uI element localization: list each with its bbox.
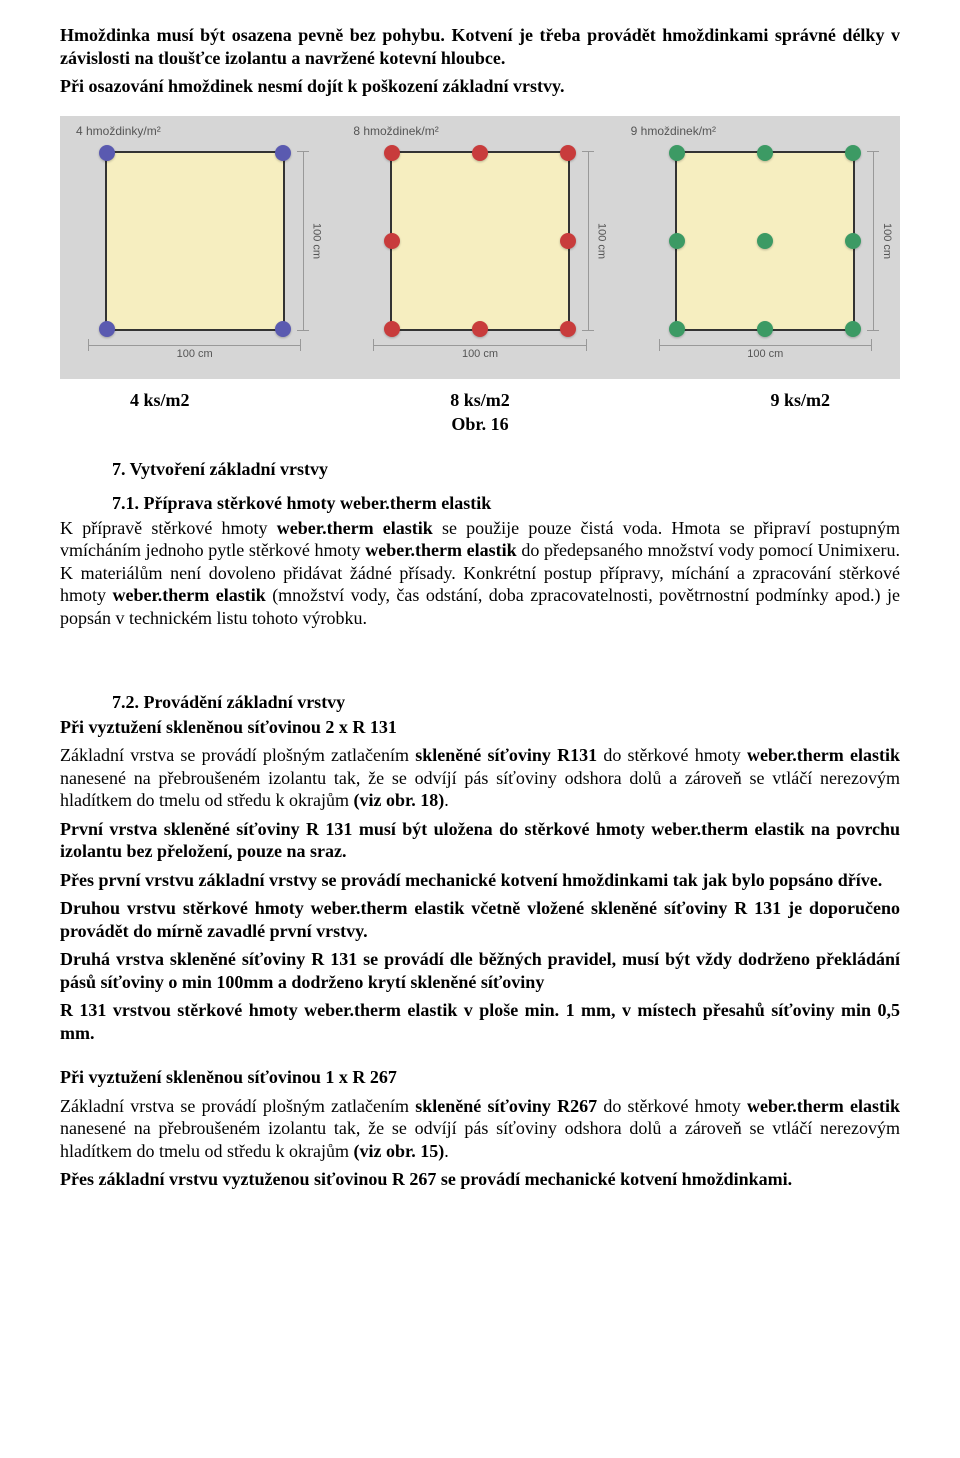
anchors-diagram: 4 hmoždinky/m² 8 hmoždinek/m² 9 hmoždine… [60, 116, 900, 379]
diagram-square-1 [105, 151, 285, 331]
diagram-panel-2: 100 cm 100 cm [349, 141, 610, 361]
section-7-title: 7. Vytvoření základní vrstvy [112, 458, 900, 481]
ks-labels-row: 4 ks/m2 8 ks/m2 9 ks/m2 [60, 389, 900, 412]
panel-title-2: 8 hmoždinek/m² [341, 124, 618, 139]
dimension-horizontal: 100 cm [353, 339, 606, 361]
r267-paragraph-1: Základní vrstva se provádí plošným zatla… [60, 1095, 900, 1163]
r267-bold-1: Přes základní vrstvu vyztuženou siťovino… [60, 1168, 900, 1191]
diagram-panel-3: 100 cm 100 cm [635, 141, 896, 361]
r131-p1d: weber.therm elastik [747, 745, 900, 765]
dimension-vertical: 100 cm [576, 151, 612, 331]
r131-paragraph-1: Základní vrstva se provádí plošným zatla… [60, 744, 900, 812]
dimension-horizontal: 100 cm [639, 339, 892, 361]
anchor-dot [384, 233, 400, 249]
intro-paragraph-2: Při osazování hmoždinek nesmí dojít k po… [60, 75, 900, 98]
r267-p1a: Základní vrstva se provádí plošným zatla… [60, 1096, 415, 1116]
anchor-dot [560, 145, 576, 161]
panel-title-1: 4 hmoždinky/m² [64, 124, 341, 139]
ks-label-b: 8 ks/m2 [363, 389, 596, 412]
anchor-dot [845, 145, 861, 161]
anchor-dot [845, 233, 861, 249]
r131-p1b: skleněné síťoviny R131 [415, 745, 597, 765]
r131-heading: Při vyztužení skleněnou síťovinou 2 x R … [60, 716, 900, 739]
r131-p1f: (viz obr. 18) [353, 790, 444, 810]
anchor-dot [472, 145, 488, 161]
intro-text-2: Při osazování hmoždinek nesmí dojít k po… [60, 76, 565, 96]
diagram-square-2 [390, 151, 570, 331]
diagram-panel-titles: 4 hmoždinky/m² 8 hmoždinek/m² 9 hmoždine… [64, 124, 896, 139]
r267-p1c: do stěrkové hmoty [597, 1096, 747, 1116]
anchor-dot [560, 321, 576, 337]
anchor-dot [275, 321, 291, 337]
anchor-dot [845, 321, 861, 337]
r131-bold-3: Druhou vrstvu stěrkové hmoty weber.therm… [60, 897, 900, 942]
section-7-1-title: 7.1. Příprava stěrkové hmoty weber.therm… [112, 492, 900, 515]
r267-p1g: . [444, 1141, 449, 1161]
r131-p1e: nanesené na přebroušeném izolantu tak, ž… [60, 768, 900, 811]
anchor-dot [472, 321, 488, 337]
anchor-dot [384, 145, 400, 161]
diagram-square-3 [675, 151, 855, 331]
anchor-dot [99, 145, 115, 161]
r267-p1f: (viz obr. 15) [353, 1141, 444, 1161]
r267-p1e: nanesené na přebroušeném izolantu tak, ž… [60, 1118, 900, 1161]
anchor-dot [757, 233, 773, 249]
anchor-dot [275, 145, 291, 161]
figure-caption: Obr. 16 [60, 413, 900, 436]
dimension-vertical: 100 cm [861, 151, 897, 331]
anchor-dot [560, 233, 576, 249]
anchor-dot [757, 145, 773, 161]
anchor-dot [757, 321, 773, 337]
r131-p1a: Základní vrstva se provádí plošným zatla… [60, 745, 415, 765]
diagram-panel-1: 100 cm 100 cm [64, 141, 325, 361]
r267-p1b: skleněné síťoviny R267 [415, 1096, 597, 1116]
dimension-vertical: 100 cm [291, 151, 327, 331]
anchor-dot [669, 321, 685, 337]
anchor-dot [99, 321, 115, 337]
r131-bold-5: R 131 vrstvou stěrkové hmoty weber.therm… [60, 999, 900, 1044]
section-7-1-text: K přípravě stěrkové hmoty weber.therm el… [60, 518, 900, 628]
ks-label-c: 9 ks/m2 [597, 389, 890, 412]
ks-label-a: 4 ks/m2 [130, 389, 363, 412]
intro-paragraph-1: Hmoždinka musí být osazena pevně bez poh… [60, 24, 900, 69]
panel-title-3: 9 hmoždinek/m² [619, 124, 896, 139]
r131-bold-1: První vrstva skleněné síťoviny R 131 mus… [60, 818, 900, 863]
r131-bold-4: Druhá vrstva skleněné síťoviny R 131 se … [60, 948, 900, 993]
anchor-dot [384, 321, 400, 337]
r267-p1d: weber.therm elastik [747, 1096, 900, 1116]
r131-p1c: do stěrkové hmoty [597, 745, 747, 765]
anchor-dot [669, 145, 685, 161]
section-7-1-body: K přípravě stěrkové hmoty weber.therm el… [60, 517, 900, 630]
r131-bold-2: Přes první vrstvu základní vrstvy se pro… [60, 869, 900, 892]
anchor-dot [669, 233, 685, 249]
r267-heading: Při vyztužení skleněnou síťovinou 1 x R … [60, 1066, 900, 1089]
r131-p1g: . [444, 790, 449, 810]
section-7-2-title: 7.2. Provádění základní vrstvy [112, 691, 900, 714]
intro-text-1: Hmoždinka musí být osazena pevně bez poh… [60, 25, 900, 68]
dimension-horizontal: 100 cm [68, 339, 321, 361]
